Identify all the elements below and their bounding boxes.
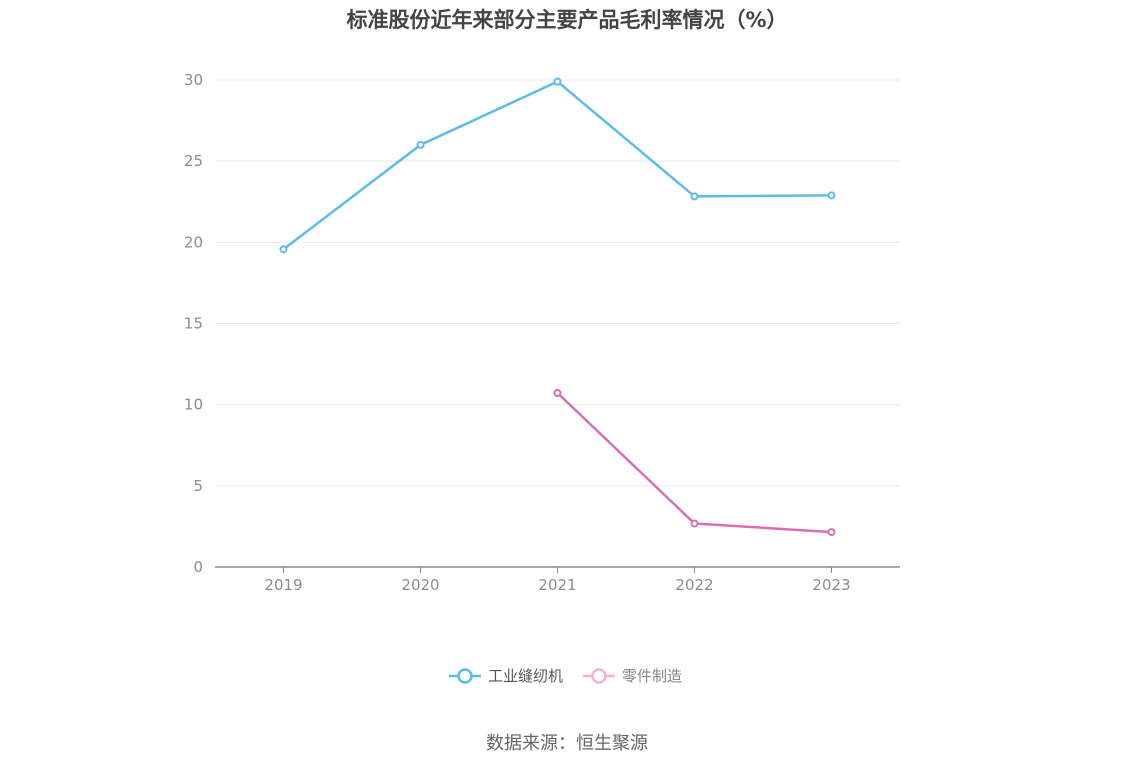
series-layer <box>279 77 836 537</box>
series-line-2 <box>556 392 832 534</box>
chart-title: 标准股份近年来部分主要产品毛利率情况（%） <box>346 8 788 32</box>
data-point-s1-2020 <box>416 140 425 149</box>
x-axis: 2019 2020 2021 2022 2023 <box>215 566 900 594</box>
y-axis: 0 5 10 15 20 25 30 <box>184 71 203 576</box>
x-tick-label-2022: 2022 <box>675 576 713 594</box>
data-point-s1-2023 <box>827 191 836 200</box>
data-point-s1-2021 <box>553 77 562 86</box>
x-tick-label-2019: 2019 <box>264 576 302 594</box>
legend-label-1: 工业缝纫机 <box>488 667 563 685</box>
y-tick-label-5: 5 <box>193 477 203 495</box>
data-point-s1-2019 <box>279 245 288 254</box>
data-point-s2-2022 <box>690 519 699 528</box>
grid-lines <box>215 79 900 487</box>
series-line-1 <box>282 80 832 251</box>
y-tick-label-20: 20 <box>184 233 203 251</box>
y-tick-label-10: 10 <box>184 396 203 414</box>
x-tick-label-2023: 2023 <box>812 576 850 594</box>
y-tick-label-25: 25 <box>184 152 203 170</box>
x-tick-label-2020: 2020 <box>401 576 439 594</box>
legend-marker-2 <box>591 668 607 684</box>
data-point-s1-2022 <box>690 192 699 201</box>
x-tick-label-2021: 2021 <box>538 576 576 594</box>
legend-item-1[interactable]: 工业缝纫机 <box>449 667 563 685</box>
legend[interactable]: 工业缝纫机 零件制造 <box>449 667 682 685</box>
data-source-note: 数据来源：恒生聚源 <box>486 733 648 754</box>
y-tick-label-30: 30 <box>184 71 203 89</box>
legend-marker-1 <box>457 668 473 684</box>
data-point-s2-2023 <box>827 528 836 537</box>
y-tick-label-15: 15 <box>184 315 203 333</box>
legend-item-2[interactable]: 零件制造 <box>583 667 682 685</box>
y-tick-label-0: 0 <box>193 558 203 576</box>
data-point-s2-2021 <box>553 388 562 397</box>
legend-label-2: 零件制造 <box>622 667 682 685</box>
